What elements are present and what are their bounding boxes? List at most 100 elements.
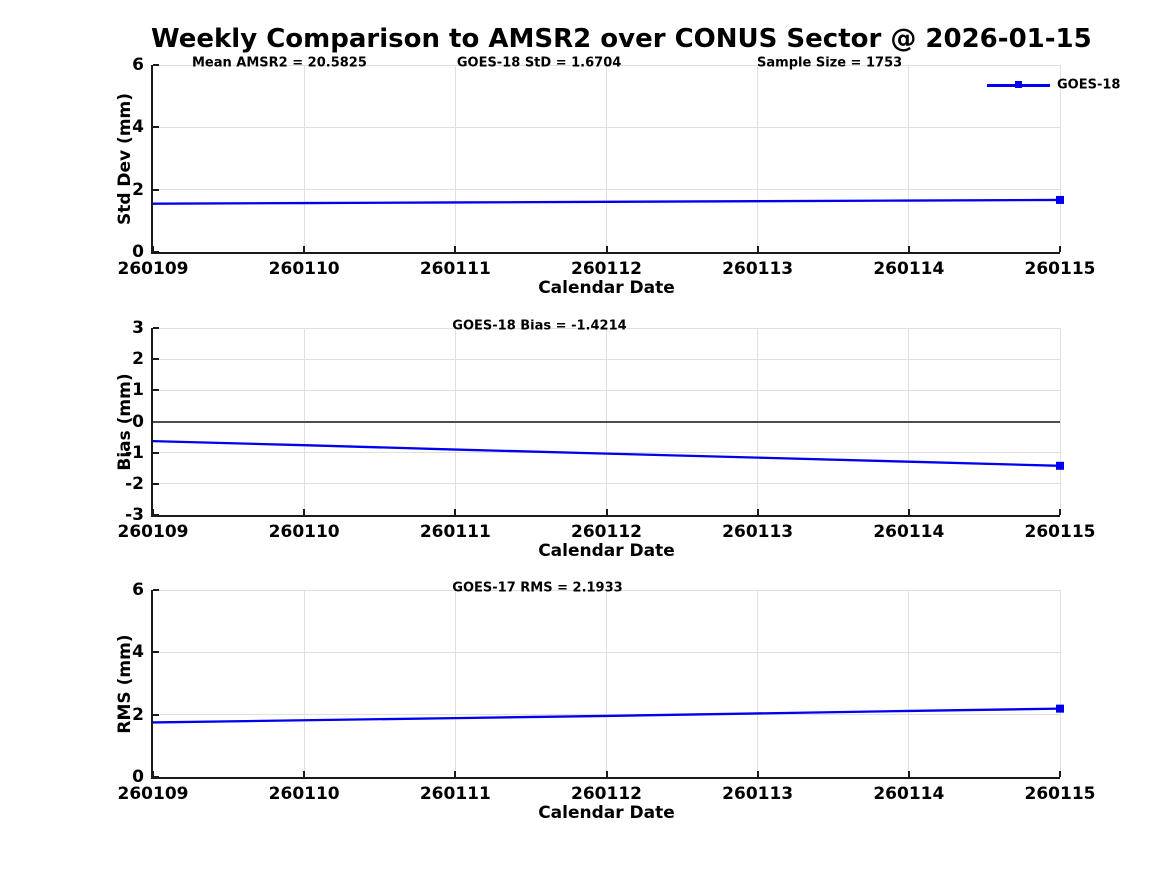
x-tick-label: 260112 xyxy=(571,784,642,804)
x-tick-label: 260115 xyxy=(1024,259,1096,279)
x-tick-mark xyxy=(907,509,910,515)
x-tick-label: 260110 xyxy=(268,259,340,279)
x-tick-label: 260115 xyxy=(1024,784,1096,804)
x-gridline xyxy=(454,65,456,252)
y-gridline xyxy=(153,64,1060,66)
y-gridline xyxy=(153,126,1060,128)
x-gridline xyxy=(1059,328,1061,515)
x-tick-mark xyxy=(303,509,306,515)
x-gridline xyxy=(454,590,456,777)
x-tick-mark xyxy=(454,246,457,252)
y-gridline xyxy=(153,589,1060,591)
x-gridline xyxy=(757,65,759,252)
x-tick-mark xyxy=(907,771,910,777)
x-tick-label: 260113 xyxy=(722,522,794,542)
x-tick-label: 260110 xyxy=(268,784,340,804)
x-tick-label: 260112 xyxy=(571,522,642,542)
x-tick-label: 260114 xyxy=(873,259,945,279)
y-gridline xyxy=(153,358,1060,360)
plot-area-std-dev: 260109 260110 260111 260112 260113 260114 2601… xyxy=(115,55,1120,298)
x-gridline xyxy=(303,590,305,777)
legend-marker-icon xyxy=(1015,81,1022,88)
y-tick-mark xyxy=(153,358,159,361)
plot-area-bias: 260109 260110 260111 260112 260113 260114 2601… xyxy=(115,318,1095,561)
x-tick-mark xyxy=(454,771,457,777)
y-axis-label: RMS (mm) xyxy=(115,633,135,734)
x-tick-label: 260110 xyxy=(268,522,340,542)
legend-label: GOES-18 xyxy=(1057,77,1121,93)
y-tick-mark xyxy=(153,589,159,591)
y-tick-label: 2 xyxy=(132,349,144,370)
y-axis-label: Std Dev (mm) xyxy=(115,92,135,225)
y-tick-label: 2 xyxy=(132,704,144,725)
x-tick-mark xyxy=(152,771,154,777)
series-end-marker xyxy=(1056,461,1064,470)
x-gridline xyxy=(908,590,910,777)
y-tick-label: -1 xyxy=(125,442,144,463)
zero-reference-line xyxy=(153,420,1060,423)
x-tick-label: 260111 xyxy=(419,522,491,542)
x-tick-label: 260109 xyxy=(117,259,189,279)
y-tick-mark xyxy=(153,64,159,66)
stat-annotation: Mean AMSR2 = 20.5825 xyxy=(192,55,367,71)
x-tick-mark xyxy=(303,246,306,252)
x-tick-mark xyxy=(1059,509,1061,515)
stat-annotation: Sample Size = 1753 xyxy=(757,55,903,71)
y-tick-label: 0 xyxy=(132,242,144,262)
y-tick-mark xyxy=(153,451,159,454)
x-tick-mark xyxy=(605,509,608,515)
y-tick-mark xyxy=(153,126,159,129)
series-line-GOES-18 xyxy=(152,704,1064,724)
y-tick-mark xyxy=(153,514,159,516)
x-tick-mark xyxy=(1059,246,1061,252)
x-tick-mark xyxy=(303,771,306,777)
y-gridline xyxy=(153,483,1060,485)
y-tick-label: 3 xyxy=(132,318,144,338)
figure-title: Weekly Comparison to AMSR2 over CONUS Se… xyxy=(151,24,1092,54)
x-tick-mark xyxy=(756,246,759,252)
plot-area-rms: 260109 260110 260111 260112 260113 260114 2601… xyxy=(115,580,1095,823)
x-tick-mark xyxy=(756,509,759,515)
stat-annotation: GOES-18 Bias = -1.4214 xyxy=(452,318,627,334)
y-tick-mark xyxy=(153,713,159,716)
y-gridline xyxy=(153,651,1060,653)
y-tick-label: 2 xyxy=(132,179,144,200)
y-gridline xyxy=(153,189,1060,191)
x-tick-label: 260115 xyxy=(1024,522,1096,542)
x-tick-label: 260111 xyxy=(419,259,491,279)
y-axis-label: Bias (mm) xyxy=(115,372,135,471)
x-tick-label: 260114 xyxy=(873,784,945,804)
y-tick-mark xyxy=(153,776,159,778)
y-tick-label: 1 xyxy=(132,380,144,401)
y-tick-label: 4 xyxy=(132,642,144,663)
x-tick-mark xyxy=(454,509,457,515)
y-tick-label: 4 xyxy=(132,117,144,138)
y-tick-label: 6 xyxy=(132,580,144,600)
x-axis-label: Calendar Date xyxy=(538,803,675,823)
y-tick-mark xyxy=(153,327,159,329)
y-tick-label: -3 xyxy=(125,505,144,525)
x-tick-mark xyxy=(152,246,154,252)
x-axis-label: Calendar Date xyxy=(538,541,675,561)
x-gridline xyxy=(757,590,759,777)
y-tick-mark xyxy=(153,389,159,392)
x-tick-mark xyxy=(605,771,608,777)
series-line-GOES-18 xyxy=(152,195,1064,205)
stat-annotation: GOES-17 RMS = 2.1933 xyxy=(452,580,623,596)
y-gridline xyxy=(153,327,1060,329)
subplot-rms: 260109 260110 260111 260112 260113 260114 2601… xyxy=(115,580,1095,823)
x-tick-label: 260109 xyxy=(117,522,189,542)
series-end-marker xyxy=(1056,704,1064,713)
y-tick-mark xyxy=(153,651,159,654)
subplot-std-dev: 260109 260110 260111 260112 260113 260114 2601… xyxy=(115,55,1120,298)
x-tick-mark xyxy=(152,509,154,515)
x-gridline xyxy=(606,65,607,252)
y-tick-label: -2 xyxy=(125,473,144,494)
x-tick-label: 260112 xyxy=(571,259,642,279)
y-tick-label: 6 xyxy=(132,55,144,75)
x-gridline xyxy=(303,65,305,252)
subplot-bias: 260109 260110 260111 260112 260113 260114 2601… xyxy=(115,318,1095,561)
x-gridline xyxy=(908,65,910,252)
y-tick-label: 0 xyxy=(132,411,144,432)
